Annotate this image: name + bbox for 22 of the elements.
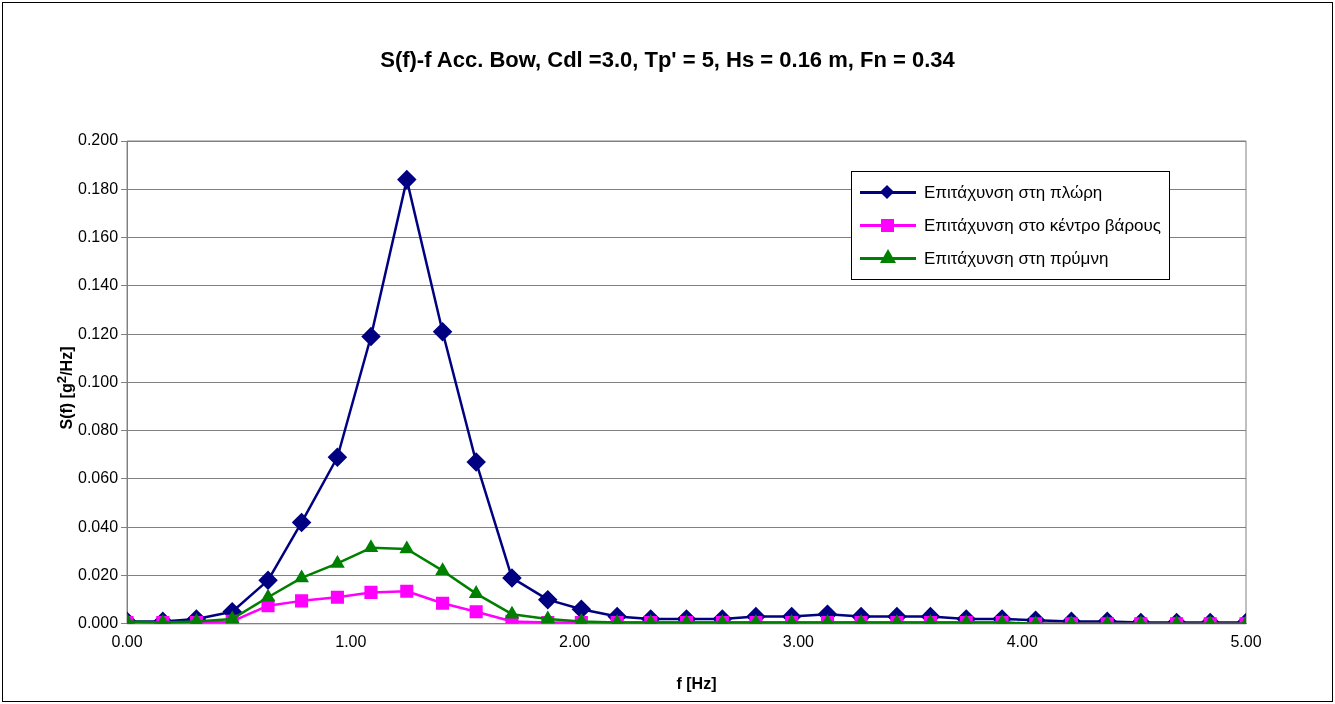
chart-title: S(f)-f Acc. Bow, Cdl =3.0, Tp' = 5, Hs = 0.16 m, Fn = 0.34 [379,47,956,73]
legend-label: Επιτάχυνση στο κέντρο βάρους [924,215,1162,236]
y-tick-label: 0.160 [77,227,119,245]
y-tick-label: 0.140 [77,276,119,294]
y-tick-label: 0.000 [77,614,119,632]
y-tick-label: 0.180 [77,179,119,197]
y-tick-label: 0.080 [77,421,119,439]
x-tick-label: 4.00 [1006,632,1038,650]
y-tick-label: 0.040 [77,517,119,535]
x-tick-label: 0.00 [111,632,143,650]
y-tick-label: 0.200 [77,131,119,149]
x-tick-label: 5.00 [1230,632,1262,650]
x-tick-label: 1.00 [335,632,367,650]
x-tick-label: 3.00 [782,632,815,650]
legend-label: Επιτάχυνση στη πλώρη [924,182,1103,203]
y-tick-label: 0.120 [77,324,119,342]
x-axis-title: f [Hz] [675,675,718,693]
x-tick-label: 2.00 [559,632,591,650]
y-tick-label: 0.060 [77,469,119,487]
y-tick-label: 0.100 [77,372,119,390]
y-tick-label: 0.020 [77,565,119,583]
legend-label: Επιτάχυνση στη πρύμνη [924,248,1109,269]
